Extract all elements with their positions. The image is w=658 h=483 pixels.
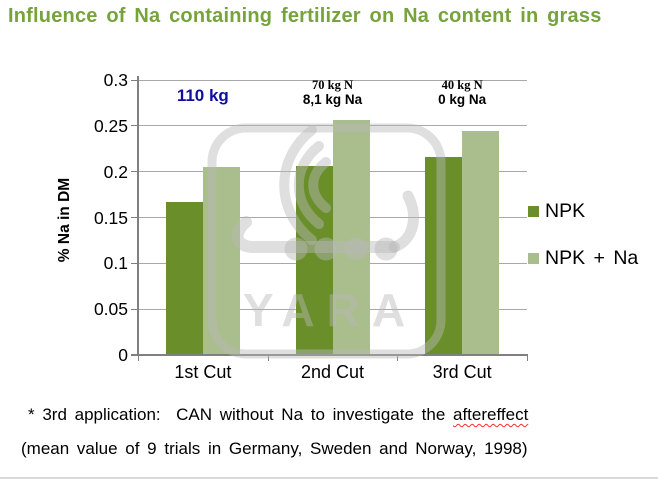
annotation-line: 40 kg N xyxy=(441,78,483,92)
bar-npk-2nd-cut xyxy=(295,166,333,355)
y-axis-tick xyxy=(131,217,138,218)
bottom-divider xyxy=(0,477,658,479)
legend-label: NPK xyxy=(545,200,586,222)
x-axis-label: 3rd Cut xyxy=(432,362,492,382)
x-axis-line xyxy=(131,354,528,356)
bar-npk-3rd-cut xyxy=(425,157,463,355)
bar-npk-na-2nd-cut xyxy=(332,120,370,355)
slide-title: Influence of Na containing fertilizer on… xyxy=(8,5,602,27)
x-axis-tick xyxy=(267,355,269,361)
y-tick-label: 0.15 xyxy=(93,207,128,228)
legend-swatch xyxy=(528,253,539,264)
y-tick-label: 0.25 xyxy=(93,115,128,136)
y-tick-label: 0.3 xyxy=(103,70,128,90)
y-axis-tick xyxy=(131,171,138,173)
y-tick-label: 0.2 xyxy=(103,161,128,182)
y-axis-line xyxy=(137,76,139,356)
footnote-line-1: * 3rd application: CAN without Na to inv… xyxy=(28,405,528,425)
y-tick-label: 0.1 xyxy=(103,253,128,274)
annotation-line: 70 kg N xyxy=(312,78,353,92)
annotation-line: 8,1 kg Na xyxy=(302,92,363,107)
annotation: 110 kg xyxy=(176,86,229,105)
y-axis-tick xyxy=(131,262,138,264)
footnote-line-2: (mean value of 9 trials in Germany, Swed… xyxy=(21,439,528,458)
y-axis-tick xyxy=(131,79,138,81)
footnote-flagged-word: aftereffect xyxy=(453,405,529,424)
y-tick-label: 0 xyxy=(118,345,128,365)
bar-npk-na-3rd-cut xyxy=(462,131,500,355)
y-axis-tick xyxy=(131,308,138,310)
annotation-line: 0 kg Na xyxy=(438,92,487,107)
bar-npk-1st-cut xyxy=(165,201,203,355)
x-axis-label: 2nd Cut xyxy=(300,362,364,382)
x-axis-label: 1st Cut xyxy=(174,362,232,382)
y-axis-tick xyxy=(131,125,138,127)
gridline xyxy=(138,79,527,81)
x-axis-tick xyxy=(138,355,139,361)
x-axis-tick xyxy=(527,355,528,361)
legend-swatch xyxy=(528,206,539,217)
x-axis-tick xyxy=(397,355,399,361)
annotation: 70 kg N 8,1 kg Na xyxy=(268,78,398,107)
y-tick-label: 0.05 xyxy=(93,299,128,320)
legend-label: NPK + Na xyxy=(545,247,639,269)
bar-npk-na-1st-cut xyxy=(202,167,240,355)
y-axis-title: % Na in DM xyxy=(56,177,73,263)
footnote-line-1-text: * 3rd application: CAN without Na to inv… xyxy=(28,405,453,424)
